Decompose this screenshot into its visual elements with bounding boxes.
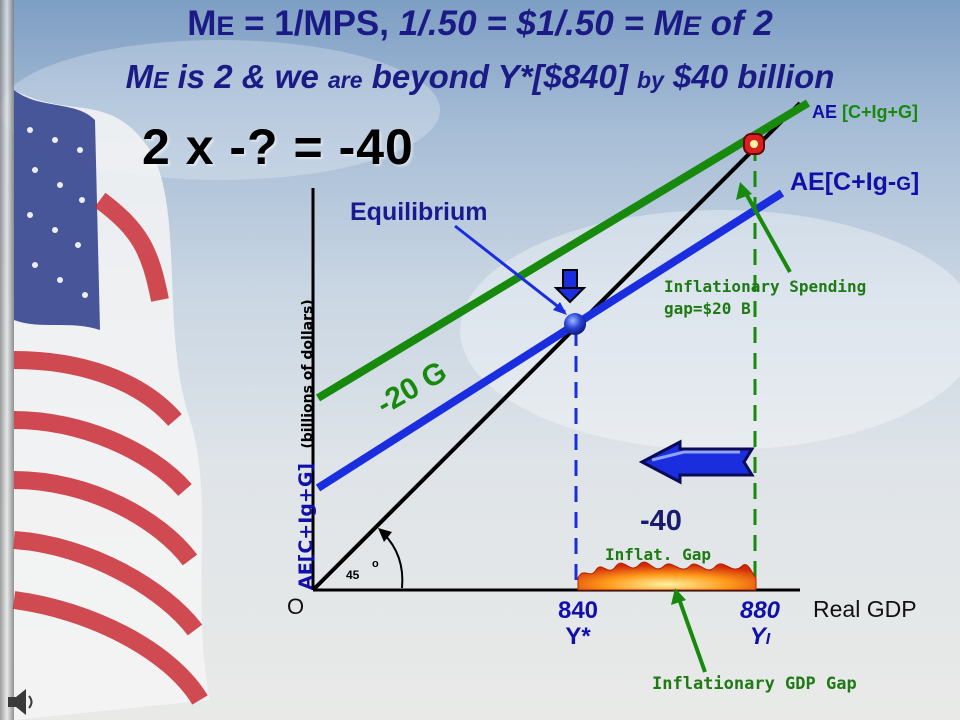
multiplier-equation: 2 x -? = -40 — [142, 119, 414, 175]
minus-40-label: -40 — [640, 505, 682, 537]
tick-880: 880 YI — [739, 597, 781, 650]
speaker-icon — [8, 689, 33, 715]
ae-green-label: AE [C+Ig+G] — [812, 102, 919, 122]
title-line-2: ME is 2 & we are beyond Y*[$840] by $40 … — [125, 58, 835, 95]
spending-gap-pointer — [742, 189, 792, 273]
gdp-gap-pointer — [676, 595, 707, 673]
angle-arc — [382, 532, 404, 589]
inflationary-spending-label: Inflationary Spending gap=$20 B — [664, 277, 867, 318]
equilibrium-point — [564, 313, 586, 335]
angle-degree-symbol: o — [372, 558, 379, 570]
equilibrium-pointer — [454, 224, 566, 314]
inflationary-gdp-gap-label: Inflationary GDP Gap — [652, 674, 857, 694]
down-arrow-icon — [553, 269, 587, 304]
equilibrium-label: Equilibrium — [350, 198, 488, 226]
inflat-gap-label: Inflat. Gap — [605, 545, 711, 564]
y-axis-label: AE[C+Ig+G] (billions of dollars) — [295, 299, 317, 590]
tick-840: 840 Y* — [557, 597, 599, 650]
ae-blue-line — [315, 189, 785, 492]
forty-five-degree-line — [311, 101, 802, 592]
angle-label: 45 — [346, 568, 360, 582]
origin-label: O — [287, 594, 305, 619]
title-line-1: ME = 1/MPS, 1/.50 = $1/.50 = ME of 2 — [187, 4, 773, 43]
x-axis-label: Real GDP — [813, 596, 917, 622]
left-arrow-icon — [638, 439, 755, 485]
ae-blue-label: AE[C+Ig-G] — [790, 168, 920, 196]
ae-green-line — [315, 99, 811, 402]
inflationary-gap-fire — [577, 561, 757, 591]
